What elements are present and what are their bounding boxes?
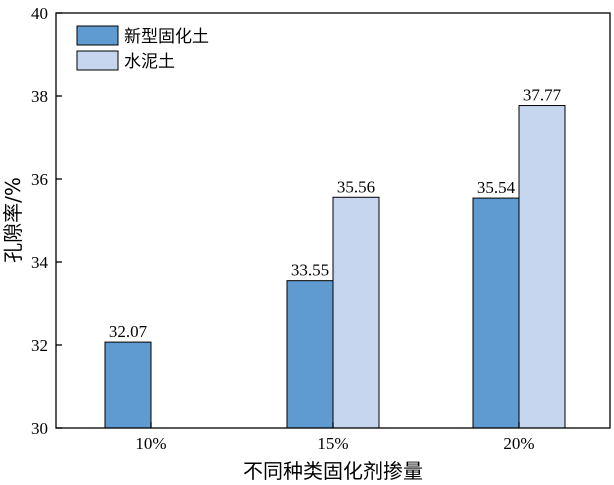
x-tick-label: 10% (135, 434, 166, 453)
y-axis-label: 孔隙率/% (1, 177, 25, 263)
legend-label: 水泥土 (124, 52, 175, 72)
y-tick-label: 32 (31, 336, 48, 355)
bar-new-soil (286, 280, 334, 429)
y-tick-label: 34 (31, 253, 49, 272)
bar-value-label: 37.77 (523, 86, 562, 105)
y-axis-ticks: 30 32 34 36 38 40 (31, 4, 62, 438)
bar-labels-layer: 32.07 33.55 35.54 35.56 37.77 (109, 86, 562, 342)
bar-new-soil (472, 197, 520, 429)
bar-value-label: 32.07 (109, 322, 148, 341)
bar-cement-soil (332, 196, 380, 429)
y-tick-label: 40 (31, 4, 48, 23)
x-axis-ticks: 10% 15% 20% (135, 422, 535, 453)
legend-swatch (76, 25, 119, 46)
x-axis-label: 不同种类固化剂掺量 (243, 459, 423, 483)
bar-value-label: 33.55 (291, 261, 329, 280)
y-tick-label: 36 (31, 170, 48, 189)
bar-value-label: 35.56 (337, 177, 375, 196)
legend-swatch (76, 50, 119, 71)
x-tick-label: 20% (503, 434, 534, 453)
bars-layer (104, 105, 566, 429)
bar-value-label: 35.54 (477, 178, 516, 197)
y-tick-label: 30 (31, 419, 48, 438)
bar-cement-soil (518, 105, 566, 429)
x-tick-label: 15% (317, 434, 348, 453)
y-tick-label: 38 (31, 87, 48, 106)
bar-new-soil (104, 341, 152, 429)
legend-label: 新型固化土 (124, 27, 209, 47)
